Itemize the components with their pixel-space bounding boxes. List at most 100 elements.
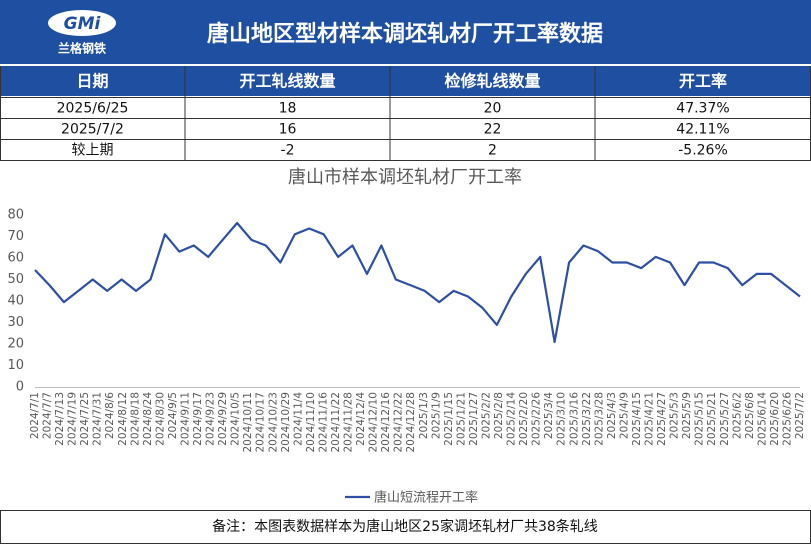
- x-tick-label: 2024/12/22: [393, 392, 405, 453]
- x-tick-label: 2024/11/22: [330, 392, 342, 453]
- table-cell: 2025/6/25: [57, 101, 129, 117]
- y-tick-label: 70: [7, 229, 24, 244]
- x-tick-label: 2025/4/21: [644, 392, 656, 446]
- y-tick-label: 30: [7, 315, 24, 330]
- x-tick-label: 2025/4/9: [618, 392, 630, 439]
- x-tick-label: 2024/12/28: [405, 392, 417, 453]
- x-tick-label: 2025/3/28: [593, 392, 605, 446]
- footer: 备注：本图表数据样本为唐山地区25家调坯轧材厂共38条轧线: [212, 518, 598, 535]
- x-tick-label: 2025/2/2: [480, 392, 492, 439]
- x-tick-label: 2025/6/14: [756, 392, 768, 446]
- x-tick-label: 2024/8/24: [142, 392, 154, 446]
- x-tick-label: 2025/5/9: [681, 392, 693, 439]
- x-tick-label: 2025/3/4: [543, 392, 555, 439]
- x-tick-label: 2025/2/14: [506, 392, 518, 446]
- logo-caption: 兰格钢铁: [58, 41, 106, 56]
- x-tick-label: 2025/7/2: [794, 392, 806, 439]
- x-tick-label: 2025/5/21: [706, 392, 718, 446]
- x-tick-label: 2025/3/16: [568, 392, 580, 446]
- y-tick-label: 0: [16, 380, 24, 395]
- x-tick-label: 2025/6/26: [781, 392, 793, 446]
- y-tick-label: 60: [7, 251, 24, 266]
- x-tick-label: 2024/7/19: [67, 392, 79, 446]
- x-tick-label: 2025/6/2: [731, 392, 743, 439]
- x-tick-label: 2024/9/17: [192, 392, 204, 446]
- x-tick-label: 2024/9/29: [217, 392, 229, 446]
- x-tick-label: 2025/1/21: [455, 392, 467, 446]
- x-tick-label: 2024/10/29: [280, 392, 292, 453]
- header-bar: [0, 0, 811, 64]
- table-cell: 较上期: [72, 143, 114, 159]
- table-cell: 20: [484, 101, 502, 117]
- x-tick-label: 2024/11/16: [317, 392, 329, 453]
- x-tick-label: 2025/2/8: [493, 392, 505, 439]
- x-tick-label: 2025/3/22: [581, 392, 593, 446]
- table: 日期 开工轧线数量 检修轧线数量 开工率 2025/6/25 18 20 47.37% 2025…: [0, 66, 811, 161]
- chart-title: 唐山市样本调坯轧材厂开工率: [288, 167, 522, 188]
- x-tick-label: 2024/10/11: [242, 392, 254, 453]
- x-tick-label: 2024/7/25: [79, 392, 91, 446]
- x-tick-label: 2024/9/5: [167, 392, 179, 439]
- y-tick-label: 50: [7, 272, 24, 287]
- legend-label: 唐山短流程开工率: [374, 490, 478, 506]
- x-tick-label: 2024/9/11: [179, 392, 191, 446]
- x-tick-label: 2025/4/27: [656, 392, 668, 446]
- y-tick-label: 80: [7, 208, 24, 223]
- table-cell: 47.37%: [676, 101, 729, 117]
- x-tick-label: 2025/5/3: [669, 392, 681, 439]
- x-tick-label: 2024/8/18: [129, 392, 141, 446]
- header-title: 唐山地区型材样本调坯轧材厂开工率数据: [207, 21, 603, 47]
- line-series: [34, 221, 801, 343]
- x-tick-label: 2024/7/1: [29, 392, 41, 439]
- table-cell: 18: [279, 101, 297, 117]
- x-tick-label: 2024/12/10: [368, 392, 380, 453]
- table-column-header: 开工轧线数量: [239, 72, 335, 91]
- x-tick-label: 2024/10/23: [267, 392, 279, 453]
- x-tick-label: 2024/8/30: [154, 392, 166, 446]
- x-tick-label: 2024/10/17: [255, 392, 267, 453]
- table-cell: 22: [484, 122, 502, 138]
- x-tick-label: 2024/9/23: [205, 392, 217, 446]
- table-cell: 2025/7/2: [61, 122, 124, 138]
- x-tick-label: 2025/6/20: [769, 392, 781, 446]
- x-tick-label: 2024/12/16: [380, 392, 392, 453]
- table-column-header: 日期: [76, 72, 108, 91]
- table-cell: 2: [488, 143, 497, 159]
- x-tick-label: 2025/6/8: [744, 392, 756, 439]
- table-cell: -2: [281, 143, 295, 159]
- x-tick-label: 2024/11/4: [292, 392, 304, 446]
- x-tick-label: 2025/3/10: [556, 392, 568, 446]
- y-tick-label: 10: [7, 358, 24, 373]
- x-tick-label: 2025/1/9: [430, 392, 442, 439]
- x-tick-label: 2025/1/27: [468, 392, 480, 446]
- table-column-header: 检修轧线数量: [444, 72, 540, 91]
- x-tick-label: 2025/2/20: [518, 392, 530, 446]
- x-tick-label: 2024/11/10: [305, 392, 317, 453]
- y-tick-label: 40: [7, 294, 24, 309]
- logo: GMi: [64, 14, 102, 34]
- table-cell: -5.26%: [678, 143, 728, 159]
- table-column-header: 开工率: [679, 72, 727, 91]
- x-tick-label: 2024/8/6: [104, 392, 116, 439]
- table-header: [0, 66, 811, 96]
- x-tick-label: 2025/4/3: [606, 392, 618, 439]
- x-tick-label: 2025/1/3: [418, 392, 430, 439]
- x-tick-label: 2025/5/15: [694, 392, 706, 446]
- x-tick-label: 2024/7/7: [42, 392, 54, 439]
- x-tick-label: 2024/11/28: [343, 392, 355, 453]
- x-tick-label: 2024/12/4: [355, 392, 367, 446]
- x-tick-label: 2024/10/5: [230, 392, 242, 446]
- table-cell: 42.11%: [676, 122, 729, 138]
- x-tick-label: 2025/5/27: [719, 392, 731, 446]
- table-cell: 16: [279, 122, 297, 138]
- logo-shape: [48, 10, 116, 36]
- x-tick-label: 2024/7/31: [92, 392, 104, 446]
- x-tick-label: 2025/2/26: [531, 392, 543, 446]
- x-tick-label: 2025/1/15: [443, 392, 455, 446]
- x-tick-label: 2025/4/15: [631, 392, 643, 446]
- x-tick-label: 2024/7/13: [54, 392, 66, 446]
- x-tick-label: 2024/8/12: [117, 392, 129, 446]
- y-tick-label: 20: [7, 337, 24, 352]
